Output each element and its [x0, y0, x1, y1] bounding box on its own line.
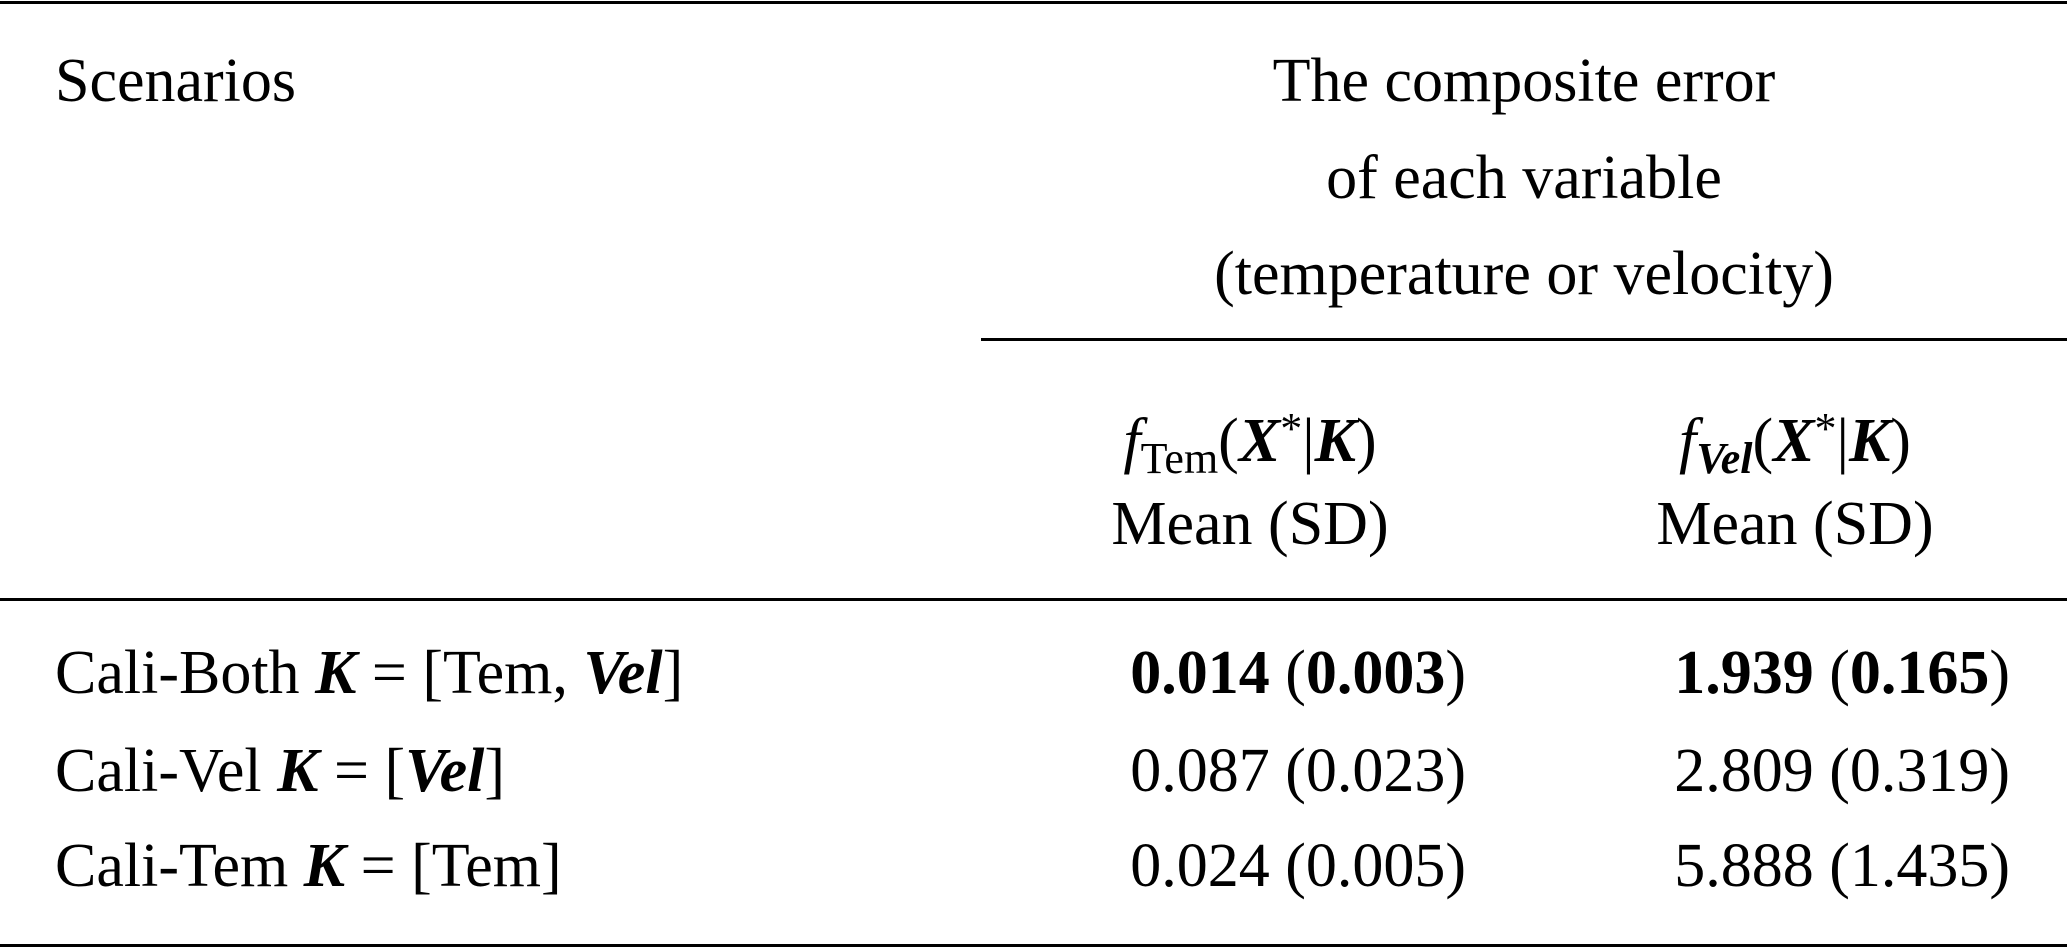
text-segment: Tem: [1140, 434, 1219, 483]
text-segment: ]: [662, 639, 684, 707]
text-segment: (: [1218, 407, 1239, 475]
group-header: (temperature or velocity): [981, 243, 2067, 305]
header-rule: [0, 598, 2067, 601]
value-cell: 0.024 (0.005): [900, 835, 1466, 897]
text-segment: Vel: [583, 639, 663, 707]
value-cell: 2.809 (0.319): [1500, 740, 2010, 802]
text-segment: 5.888 (1.435): [1674, 832, 2010, 900]
value-cell: 0.087 (0.023): [900, 740, 1466, 802]
text-segment: = [Tem]: [345, 832, 562, 900]
scenario-label: Cali-Both K = [Tem, Vel]: [55, 642, 683, 704]
text-segment: Cali-Both: [55, 639, 316, 707]
text-segment: 1.939: [1674, 639, 1814, 707]
text-segment: (: [1269, 639, 1306, 707]
scenario-label: Cali-Vel K = [Vel]: [55, 740, 505, 802]
text-segment: Cali-Tem: [55, 832, 304, 900]
column-formula: fTem(X*|K): [1000, 398, 1500, 490]
text-segment: 0.024 (0.005): [1130, 832, 1466, 900]
column-formula: fVel(X*|K): [1540, 398, 2050, 490]
text-segment: K: [1848, 407, 1891, 475]
text-segment: 0.087 (0.023): [1130, 737, 1466, 805]
column-stat: Mean (SD): [1540, 493, 2050, 555]
text-segment: 0.165: [1849, 639, 1990, 707]
text-segment: (: [1813, 639, 1850, 707]
text-segment: 2.809 (0.319): [1674, 737, 2010, 805]
text-segment: K: [303, 832, 346, 900]
value-cell: 1.939 (0.165): [1500, 642, 2010, 704]
text-segment: Mean (SD): [1656, 490, 1934, 558]
column-stat: Mean (SD): [1000, 493, 1500, 555]
text-segment: |: [1836, 407, 1849, 475]
text-segment: |: [1302, 407, 1315, 475]
text-segment: ]: [484, 737, 505, 805]
text-segment: ): [1890, 407, 1911, 475]
value-cell: 5.888 (1.435): [1500, 835, 2010, 897]
top-rule: [0, 1, 2067, 4]
group-header: The composite error: [981, 50, 2067, 112]
text-segment: *: [1814, 404, 1837, 453]
text-segment: ): [1989, 639, 2010, 707]
text-segment: of each variable: [1326, 144, 1722, 212]
text-segment: The composite error: [1272, 47, 1776, 115]
text-segment: Mean (SD): [1111, 490, 1389, 558]
text-segment: 0.014: [1130, 639, 1270, 707]
text-segment: = [Tem,: [356, 639, 584, 707]
text-segment: X: [1238, 407, 1281, 475]
text-segment: Cali-Vel: [55, 737, 278, 805]
text-segment: ): [1355, 407, 1377, 475]
scenarios-header: Scenarios: [55, 50, 296, 112]
group-rule: [981, 338, 2067, 341]
text-segment: *: [1280, 404, 1303, 453]
text-segment: (: [1752, 407, 1774, 475]
text-segment: K: [277, 737, 319, 805]
text-segment: (temperature or velocity): [1214, 240, 1834, 308]
text-segment: = [: [318, 737, 406, 805]
text-segment: Vel: [405, 737, 485, 805]
scenario-label: Cali-Tem K = [Tem]: [55, 835, 562, 897]
text-segment: K: [1314, 407, 1356, 475]
bottom-rule: [0, 944, 2067, 947]
value-cell: 0.014 (0.003): [900, 642, 1466, 704]
group-header: of each variable: [981, 147, 2067, 209]
text-segment: f: [1123, 407, 1141, 475]
text-segment: 0.003: [1305, 639, 1446, 707]
text-segment: X: [1773, 407, 1815, 475]
text-segment: K: [315, 639, 357, 707]
text-segment: f: [1679, 407, 1697, 475]
text-segment: Scenarios: [55, 47, 297, 115]
text-segment: Vel: [1696, 434, 1753, 483]
text-segment: ): [1445, 639, 1466, 707]
